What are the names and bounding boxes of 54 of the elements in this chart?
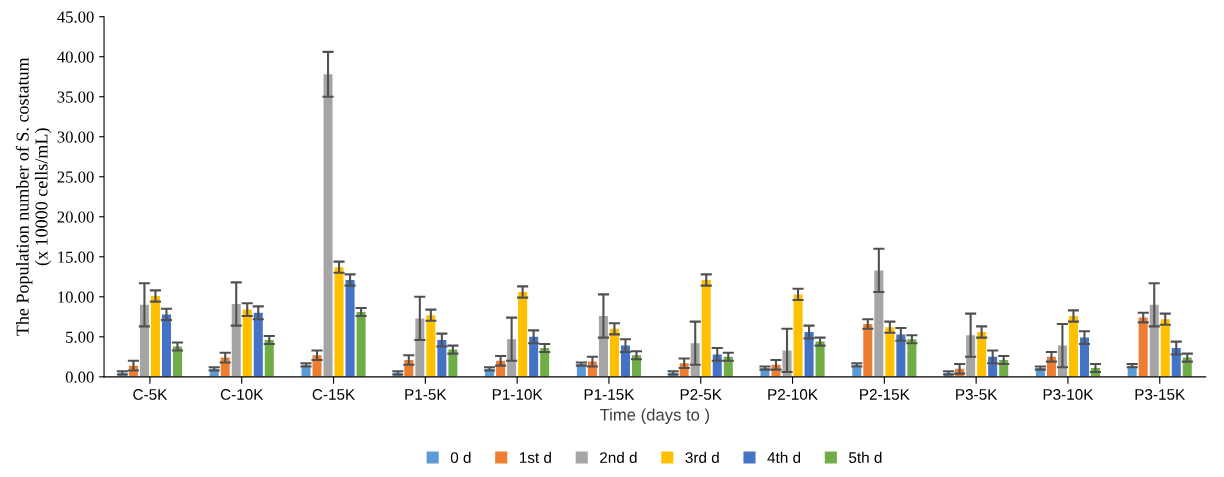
y-axis-title: The Population number of S. costatum (x 10000 cells/mL) [15,57,52,336]
y-tick-label: 15.00 [58,251,94,263]
bar [885,327,895,377]
bar [863,324,873,377]
x-tick-label: P3-15K [1135,389,1186,400]
x-axis-title: Time (days to ) [599,408,710,424]
bar [701,279,711,377]
bar [609,328,619,377]
legend-label: 2nd d [600,451,637,464]
x-tick-label: P3-10K [1043,389,1094,400]
bar [518,292,528,377]
legend-label: 4th d [767,451,801,464]
bar [907,339,917,377]
y-tick-label: 35.00 [57,91,94,103]
y-tick-label: 5.00 [66,331,94,343]
y-tick-label: 40.00 [57,51,94,63]
bar [874,270,884,377]
y-tick-label: 30.00 [57,131,94,143]
x-tick-label: C-15K [312,389,356,400]
bar [1068,316,1078,377]
y-tick-label: 10.00 [58,291,94,303]
bar [345,279,355,377]
y-tick-label: 25.00 [57,171,94,183]
bar [1160,319,1170,377]
x-tick-label: P1-10K [492,389,543,400]
bar [264,340,274,377]
x-tick-label: P2-10K [768,389,818,400]
x-tick-label: P2-15K [860,389,910,400]
y-tick-label: 20.00 [57,211,94,223]
bar [242,309,252,377]
x-tick-label: P2-5K [680,389,722,400]
x-tick-label: C-10K [220,389,264,400]
x-tick-label: P3-5K [956,389,998,400]
x-tick-label: P1-15K [584,389,635,400]
legend-label: 1st d [519,451,551,464]
legend-label: 0 d [450,451,471,464]
bar [323,74,333,377]
legend-label: 3rd d [685,451,719,464]
x-tick-label: C-5K [133,389,168,400]
bar [253,312,263,377]
bar [977,332,987,377]
legend-label: 5th d [849,451,882,464]
x-tick-label: P1-5K [405,389,447,400]
bar [793,294,803,377]
bar [896,334,906,377]
bar [150,296,160,377]
bar [161,314,171,377]
bar [426,315,436,377]
bar [1138,317,1148,377]
y-tick-label: 0.00 [65,371,94,383]
bar [334,267,344,377]
bar [804,332,814,377]
bar [356,312,366,377]
y-tick-label: 45.00 [57,11,94,23]
